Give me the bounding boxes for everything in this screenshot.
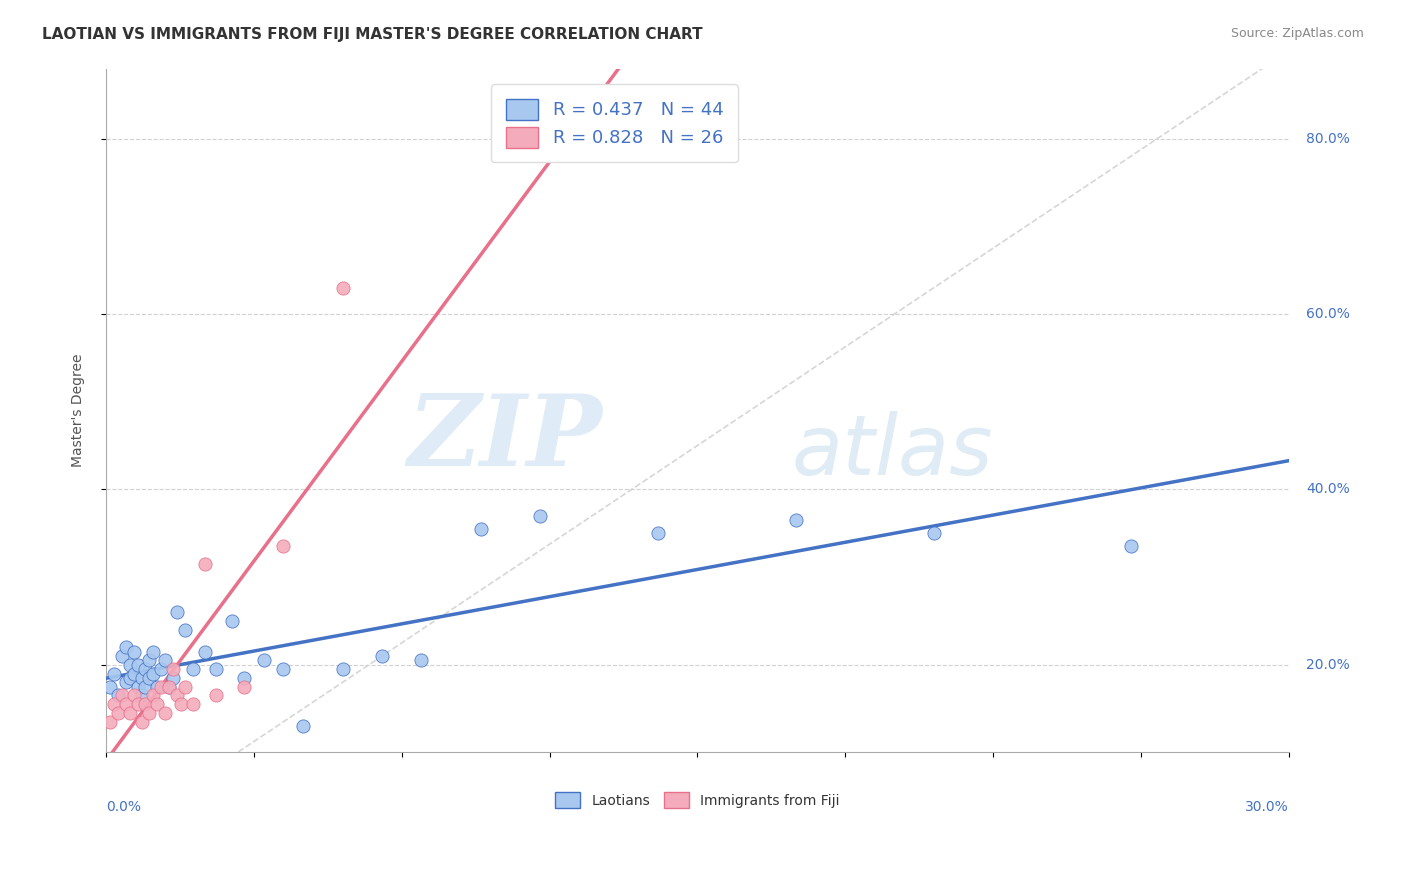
Point <box>166 605 188 619</box>
Point <box>411 653 433 667</box>
Point <box>146 680 169 694</box>
Point <box>122 689 145 703</box>
Point <box>107 706 129 720</box>
Point <box>111 648 134 663</box>
Point <box>157 680 180 694</box>
Point <box>118 671 141 685</box>
Point <box>273 540 295 554</box>
Point <box>221 614 243 628</box>
Point <box>127 657 149 672</box>
Point <box>166 689 188 703</box>
Point <box>118 706 141 720</box>
Point <box>114 698 136 712</box>
Point <box>134 662 156 676</box>
Point <box>153 653 176 667</box>
Point <box>103 666 125 681</box>
Point <box>142 689 165 703</box>
Point <box>107 689 129 703</box>
Point <box>205 662 228 676</box>
Point <box>174 623 197 637</box>
Point <box>146 698 169 712</box>
Point <box>194 645 217 659</box>
Point <box>194 557 217 571</box>
Point <box>332 281 354 295</box>
Legend: Laotians, Immigrants from Fiji: Laotians, Immigrants from Fiji <box>550 787 845 814</box>
Point <box>529 508 551 523</box>
Text: 40.0%: 40.0% <box>1306 483 1350 497</box>
Point <box>103 698 125 712</box>
Point <box>142 645 165 659</box>
Point <box>134 698 156 712</box>
Text: LAOTIAN VS IMMIGRANTS FROM FIJI MASTER'S DEGREE CORRELATION CHART: LAOTIAN VS IMMIGRANTS FROM FIJI MASTER'S… <box>42 27 703 42</box>
Point <box>98 680 121 694</box>
Text: 60.0%: 60.0% <box>1306 307 1350 321</box>
Point <box>273 662 295 676</box>
Point <box>233 680 256 694</box>
Point <box>647 526 669 541</box>
Point <box>153 706 176 720</box>
Text: 20.0%: 20.0% <box>1306 657 1350 672</box>
Point <box>134 680 156 694</box>
Point <box>118 657 141 672</box>
Point <box>157 680 180 694</box>
Point <box>174 680 197 694</box>
Point <box>162 662 184 676</box>
Point <box>114 675 136 690</box>
Point <box>371 648 394 663</box>
Point <box>922 526 945 541</box>
Point <box>233 671 256 685</box>
Point <box>98 714 121 729</box>
Point <box>150 680 173 694</box>
Point <box>111 689 134 703</box>
Point <box>1119 540 1142 554</box>
Point <box>162 671 184 685</box>
Point <box>170 698 193 712</box>
Point <box>127 698 149 712</box>
Point <box>150 662 173 676</box>
Text: 80.0%: 80.0% <box>1306 132 1350 145</box>
Point <box>181 698 204 712</box>
Point <box>127 680 149 694</box>
Point <box>122 645 145 659</box>
Point <box>131 671 153 685</box>
Point <box>785 513 807 527</box>
Point <box>205 689 228 703</box>
Point <box>142 666 165 681</box>
Point <box>292 719 315 733</box>
Point <box>114 640 136 655</box>
Point <box>131 714 153 729</box>
Point <box>253 653 276 667</box>
Text: atlas: atlas <box>792 411 994 492</box>
Point <box>138 706 160 720</box>
Point <box>138 671 160 685</box>
Text: ZIP: ZIP <box>408 390 603 486</box>
Text: Source: ZipAtlas.com: Source: ZipAtlas.com <box>1230 27 1364 40</box>
Y-axis label: Master's Degree: Master's Degree <box>72 354 86 467</box>
Point <box>332 662 354 676</box>
Point <box>181 662 204 676</box>
Text: 30.0%: 30.0% <box>1244 800 1289 814</box>
Text: 0.0%: 0.0% <box>105 800 141 814</box>
Point <box>138 653 160 667</box>
Point <box>131 689 153 703</box>
Point <box>122 666 145 681</box>
Point <box>470 522 492 536</box>
